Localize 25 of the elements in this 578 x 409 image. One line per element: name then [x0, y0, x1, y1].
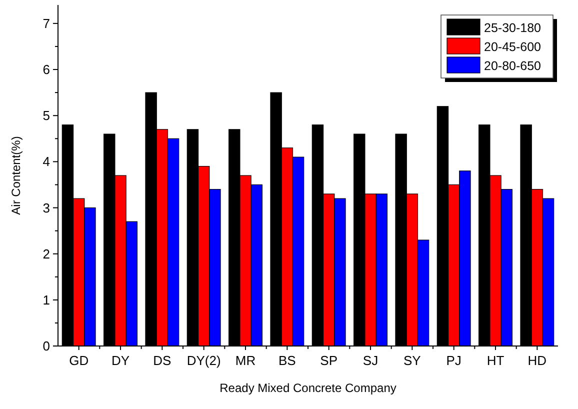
- y-tick-label: 4: [42, 154, 50, 170]
- x-tick-label: DS: [153, 353, 172, 368]
- legend-label: 20-45-600: [484, 40, 542, 54]
- y-tick-label: 3: [42, 200, 50, 216]
- y-tick-label: 2: [42, 246, 50, 262]
- x-tick-label: SJ: [362, 353, 378, 368]
- x-tick-label: SY: [403, 353, 422, 368]
- x-tick-label: MR: [235, 353, 256, 368]
- x-tick-label: DY(2): [186, 353, 221, 368]
- y-tick-label: 7: [42, 16, 50, 31]
- y-tick-label: 0: [42, 338, 50, 354]
- legend-label: 20-80-650: [484, 59, 542, 73]
- x-tick-label: DY: [111, 353, 130, 368]
- x-axis-title: Ready Mixed Concrete Company: [220, 381, 396, 395]
- legend-label: 25-30-180: [484, 21, 542, 35]
- x-tick-label: HD: [528, 353, 547, 368]
- y-tick-label: 6: [42, 62, 50, 78]
- y-axis-title: Air Content(%): [9, 136, 23, 215]
- y-tick-label: 5: [42, 108, 50, 124]
- x-tick-label: PJ: [446, 353, 462, 368]
- x-tick-label: BS: [278, 353, 296, 368]
- y-tick-label: 1: [42, 292, 50, 308]
- x-tick-label: HT: [486, 353, 504, 368]
- x-tick-label: SP: [320, 353, 338, 368]
- x-tick-label: GD: [69, 353, 89, 368]
